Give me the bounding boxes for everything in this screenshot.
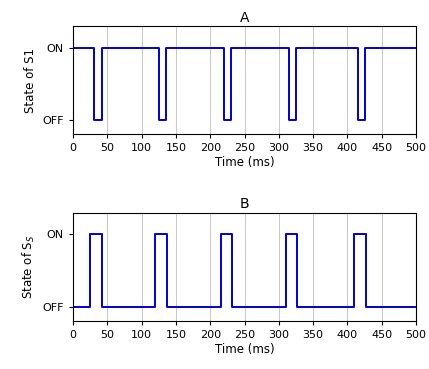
Title: B: B [240, 197, 249, 211]
Y-axis label: State of S$_S$: State of S$_S$ [21, 235, 37, 299]
Y-axis label: State of S1: State of S1 [24, 48, 37, 113]
X-axis label: Time (ms): Time (ms) [215, 343, 274, 356]
Title: A: A [240, 11, 249, 25]
X-axis label: Time (ms): Time (ms) [215, 156, 274, 169]
